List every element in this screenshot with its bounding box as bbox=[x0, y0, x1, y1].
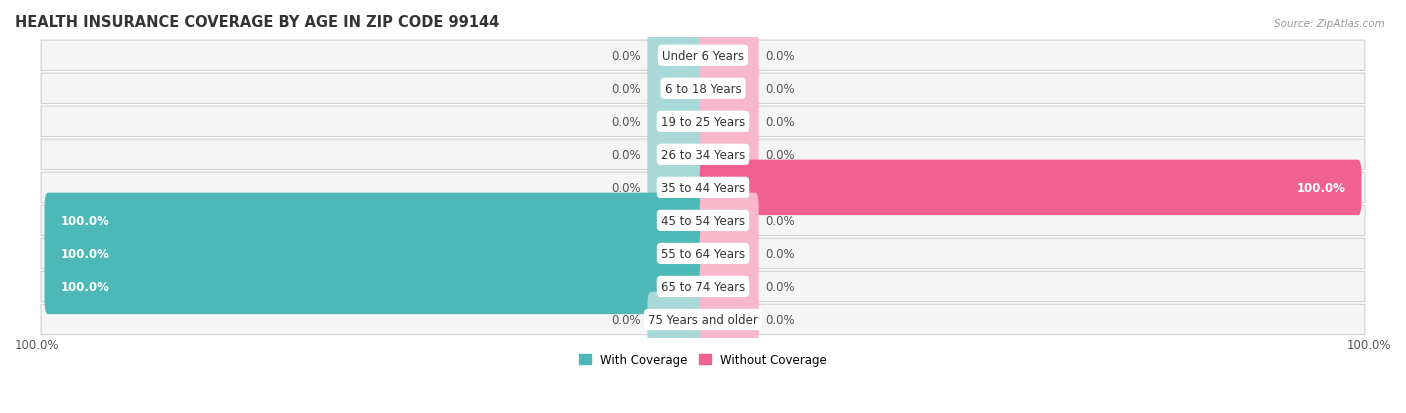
Text: 100.0%: 100.0% bbox=[1296, 181, 1346, 195]
Text: Under 6 Years: Under 6 Years bbox=[662, 50, 744, 63]
FancyBboxPatch shape bbox=[647, 94, 706, 150]
Text: 0.0%: 0.0% bbox=[612, 50, 641, 63]
Text: 35 to 44 Years: 35 to 44 Years bbox=[661, 181, 745, 195]
Text: 0.0%: 0.0% bbox=[765, 149, 794, 161]
FancyBboxPatch shape bbox=[700, 193, 759, 249]
FancyBboxPatch shape bbox=[41, 272, 1365, 302]
Text: 0.0%: 0.0% bbox=[765, 247, 794, 260]
FancyBboxPatch shape bbox=[41, 140, 1365, 170]
FancyBboxPatch shape bbox=[41, 304, 1365, 335]
FancyBboxPatch shape bbox=[647, 292, 706, 347]
FancyBboxPatch shape bbox=[41, 107, 1365, 137]
Text: 0.0%: 0.0% bbox=[765, 50, 794, 63]
Text: 0.0%: 0.0% bbox=[765, 214, 794, 227]
FancyBboxPatch shape bbox=[700, 28, 759, 84]
Text: 26 to 34 Years: 26 to 34 Years bbox=[661, 149, 745, 161]
Text: 0.0%: 0.0% bbox=[612, 149, 641, 161]
FancyBboxPatch shape bbox=[647, 28, 706, 84]
Text: 0.0%: 0.0% bbox=[765, 116, 794, 128]
Text: 0.0%: 0.0% bbox=[612, 313, 641, 326]
Text: Source: ZipAtlas.com: Source: ZipAtlas.com bbox=[1274, 19, 1385, 28]
FancyBboxPatch shape bbox=[41, 206, 1365, 236]
Text: 0.0%: 0.0% bbox=[612, 181, 641, 195]
FancyBboxPatch shape bbox=[647, 160, 706, 216]
Text: 55 to 64 Years: 55 to 64 Years bbox=[661, 247, 745, 260]
FancyBboxPatch shape bbox=[41, 74, 1365, 104]
FancyBboxPatch shape bbox=[700, 292, 759, 347]
FancyBboxPatch shape bbox=[700, 160, 1361, 216]
FancyBboxPatch shape bbox=[700, 94, 759, 150]
FancyBboxPatch shape bbox=[41, 41, 1365, 71]
Text: 45 to 54 Years: 45 to 54 Years bbox=[661, 214, 745, 227]
Text: 100.0%: 100.0% bbox=[60, 214, 110, 227]
Text: 0.0%: 0.0% bbox=[765, 313, 794, 326]
FancyBboxPatch shape bbox=[45, 226, 706, 282]
Legend: With Coverage, Without Coverage: With Coverage, Without Coverage bbox=[574, 349, 832, 371]
FancyBboxPatch shape bbox=[647, 127, 706, 183]
Text: 100.0%: 100.0% bbox=[60, 247, 110, 260]
FancyBboxPatch shape bbox=[45, 193, 706, 249]
FancyBboxPatch shape bbox=[700, 127, 759, 183]
Text: 75 Years and older: 75 Years and older bbox=[648, 313, 758, 326]
Text: HEALTH INSURANCE COVERAGE BY AGE IN ZIP CODE 99144: HEALTH INSURANCE COVERAGE BY AGE IN ZIP … bbox=[15, 15, 499, 30]
Text: 100.0%: 100.0% bbox=[60, 280, 110, 293]
Text: 100.0%: 100.0% bbox=[15, 338, 59, 351]
Text: 0.0%: 0.0% bbox=[765, 83, 794, 95]
Text: 0.0%: 0.0% bbox=[765, 280, 794, 293]
FancyBboxPatch shape bbox=[700, 259, 759, 314]
Text: 19 to 25 Years: 19 to 25 Years bbox=[661, 116, 745, 128]
Text: 0.0%: 0.0% bbox=[612, 116, 641, 128]
Text: 100.0%: 100.0% bbox=[1347, 338, 1391, 351]
FancyBboxPatch shape bbox=[45, 259, 706, 314]
FancyBboxPatch shape bbox=[41, 239, 1365, 269]
FancyBboxPatch shape bbox=[647, 62, 706, 117]
FancyBboxPatch shape bbox=[700, 226, 759, 282]
Text: 6 to 18 Years: 6 to 18 Years bbox=[665, 83, 741, 95]
Text: 65 to 74 Years: 65 to 74 Years bbox=[661, 280, 745, 293]
FancyBboxPatch shape bbox=[41, 173, 1365, 203]
Text: 0.0%: 0.0% bbox=[612, 83, 641, 95]
FancyBboxPatch shape bbox=[700, 62, 759, 117]
